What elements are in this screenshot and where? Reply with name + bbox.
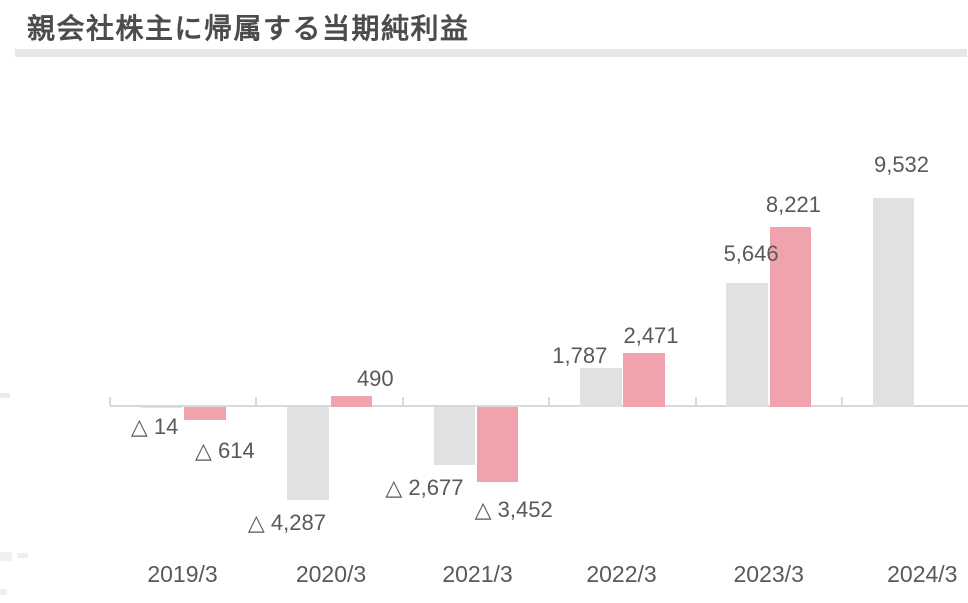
value-label: 1,787 [552, 342, 608, 368]
axis-tick [841, 397, 843, 406]
value-label: △ 4,287 [247, 509, 326, 535]
bar-series-gray-2024-3 [872, 198, 915, 407]
value-label: △ 14 [130, 414, 179, 440]
bar-series-pink-2020-3 [330, 396, 372, 407]
value-label: △ 3,452 [474, 496, 553, 522]
axis-tick [694, 397, 697, 406]
crop-artifact [0, 393, 10, 398]
category-label: 2022/3 [586, 561, 657, 587]
value-label: △ 614 [195, 438, 255, 464]
category-label: 2019/3 [147, 561, 218, 587]
axis-tick [109, 397, 111, 406]
crop-artifact [0, 589, 7, 595]
category-label: 2021/3 [442, 561, 513, 587]
bar-series-pink-2023-3 [769, 227, 812, 407]
bar-series-gray-2021-3 [433, 406, 476, 466]
bar-series-gray-2023-3 [726, 283, 768, 407]
category-label: 2020/3 [295, 561, 367, 587]
value-label: 490 [356, 366, 394, 392]
crop-artifact [0, 552, 12, 561]
value-label: 8,221 [765, 192, 821, 217]
category-label: 2024/3 [887, 561, 958, 587]
bar-series-pink-2019-3 [184, 406, 226, 420]
bar-series-gray-2020-3 [287, 406, 329, 501]
bar-series-gray-2022-3 [580, 367, 622, 407]
crop-artifact [17, 553, 28, 558]
value-label: △ 2,677 [385, 474, 464, 500]
title-underline [15, 49, 967, 57]
bar-series-pink-2021-3 [476, 406, 519, 483]
axis-tick [255, 397, 258, 406]
value-label: 9,532 [873, 152, 930, 178]
page-title: 親会社株主に帰属する当期純利益 [27, 13, 470, 44]
axis-tick [548, 397, 551, 406]
category-label: 2023/3 [733, 561, 804, 587]
bar-series-pink-2022-3 [623, 352, 665, 407]
axis-tick [401, 397, 404, 406]
x-axis-line [110, 405, 968, 407]
value-label: 5,646 [723, 241, 779, 267]
value-label: 2,471 [623, 322, 679, 348]
